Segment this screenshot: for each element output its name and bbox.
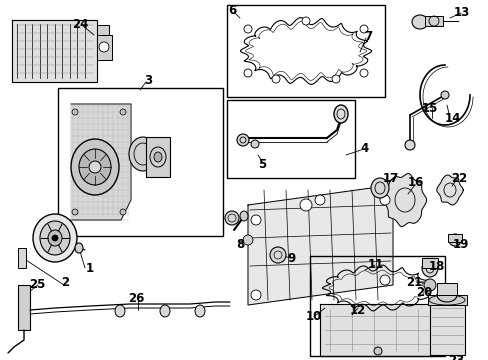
Ellipse shape xyxy=(423,279,435,291)
Ellipse shape xyxy=(421,259,437,277)
Ellipse shape xyxy=(269,247,285,263)
Ellipse shape xyxy=(33,214,77,262)
Ellipse shape xyxy=(120,209,126,215)
Text: 22: 22 xyxy=(450,171,466,184)
Text: 13: 13 xyxy=(453,5,469,18)
Polygon shape xyxy=(247,185,392,305)
Text: 23: 23 xyxy=(447,354,463,360)
Bar xyxy=(421,258,437,268)
Bar xyxy=(226,100,354,178)
Bar xyxy=(58,88,223,236)
Ellipse shape xyxy=(71,139,119,195)
Text: 16: 16 xyxy=(407,176,423,189)
Bar xyxy=(97,35,112,60)
Ellipse shape xyxy=(436,288,456,302)
Ellipse shape xyxy=(244,69,251,77)
Text: 14: 14 xyxy=(444,112,460,125)
Polygon shape xyxy=(436,175,462,205)
Text: 26: 26 xyxy=(127,292,144,305)
Ellipse shape xyxy=(89,161,101,173)
Ellipse shape xyxy=(404,140,414,150)
Ellipse shape xyxy=(244,25,251,33)
Bar xyxy=(97,25,109,35)
Ellipse shape xyxy=(237,134,248,146)
Text: 3: 3 xyxy=(143,73,152,86)
Ellipse shape xyxy=(240,211,247,221)
Ellipse shape xyxy=(129,137,157,171)
Ellipse shape xyxy=(79,149,111,185)
Text: 8: 8 xyxy=(235,238,244,251)
Text: 25: 25 xyxy=(29,278,45,291)
Ellipse shape xyxy=(72,109,78,115)
Ellipse shape xyxy=(40,221,70,255)
Ellipse shape xyxy=(250,140,259,148)
Text: 21: 21 xyxy=(405,276,421,289)
Bar xyxy=(146,137,170,177)
Ellipse shape xyxy=(115,305,125,317)
Text: 24: 24 xyxy=(72,18,88,31)
Ellipse shape xyxy=(48,230,62,246)
Ellipse shape xyxy=(411,15,427,29)
Ellipse shape xyxy=(370,178,388,198)
Bar xyxy=(18,248,26,268)
Ellipse shape xyxy=(440,91,448,99)
Text: 10: 10 xyxy=(305,310,322,323)
Ellipse shape xyxy=(359,69,367,77)
Ellipse shape xyxy=(359,25,367,33)
Ellipse shape xyxy=(72,209,78,215)
Bar xyxy=(424,16,442,26)
Bar xyxy=(447,234,461,242)
Ellipse shape xyxy=(160,305,170,317)
Bar xyxy=(18,285,30,330)
Ellipse shape xyxy=(379,195,389,205)
Text: 20: 20 xyxy=(415,287,431,300)
Text: 12: 12 xyxy=(349,303,366,316)
Ellipse shape xyxy=(75,243,83,253)
Ellipse shape xyxy=(302,17,309,25)
Text: 6: 6 xyxy=(227,4,236,18)
Polygon shape xyxy=(71,104,131,220)
Text: 18: 18 xyxy=(428,261,444,274)
Polygon shape xyxy=(12,20,97,82)
Polygon shape xyxy=(383,174,426,226)
Text: 7: 7 xyxy=(363,30,371,42)
Ellipse shape xyxy=(99,42,109,52)
Text: 19: 19 xyxy=(452,238,468,251)
Text: 4: 4 xyxy=(360,141,368,154)
Ellipse shape xyxy=(373,347,381,355)
Text: 11: 11 xyxy=(367,257,384,270)
Bar xyxy=(309,256,444,356)
Ellipse shape xyxy=(224,211,239,225)
Ellipse shape xyxy=(243,235,252,245)
Bar xyxy=(436,283,456,295)
Ellipse shape xyxy=(271,75,280,83)
Ellipse shape xyxy=(52,235,58,241)
Ellipse shape xyxy=(195,305,204,317)
Bar xyxy=(427,295,466,305)
Ellipse shape xyxy=(154,152,162,162)
Bar xyxy=(429,300,464,355)
Text: 9: 9 xyxy=(287,252,296,265)
Ellipse shape xyxy=(314,195,325,205)
Ellipse shape xyxy=(379,275,389,285)
Ellipse shape xyxy=(299,199,311,211)
Ellipse shape xyxy=(250,290,261,300)
Ellipse shape xyxy=(333,105,347,123)
Text: 15: 15 xyxy=(421,102,437,114)
Text: 1: 1 xyxy=(86,261,94,274)
Ellipse shape xyxy=(448,234,460,246)
Text: 2: 2 xyxy=(61,275,69,288)
Polygon shape xyxy=(319,304,434,356)
Ellipse shape xyxy=(120,109,126,115)
Bar xyxy=(226,5,384,97)
Text: 5: 5 xyxy=(257,158,265,171)
Ellipse shape xyxy=(250,215,261,225)
Text: 17: 17 xyxy=(382,171,398,184)
Ellipse shape xyxy=(331,75,339,83)
